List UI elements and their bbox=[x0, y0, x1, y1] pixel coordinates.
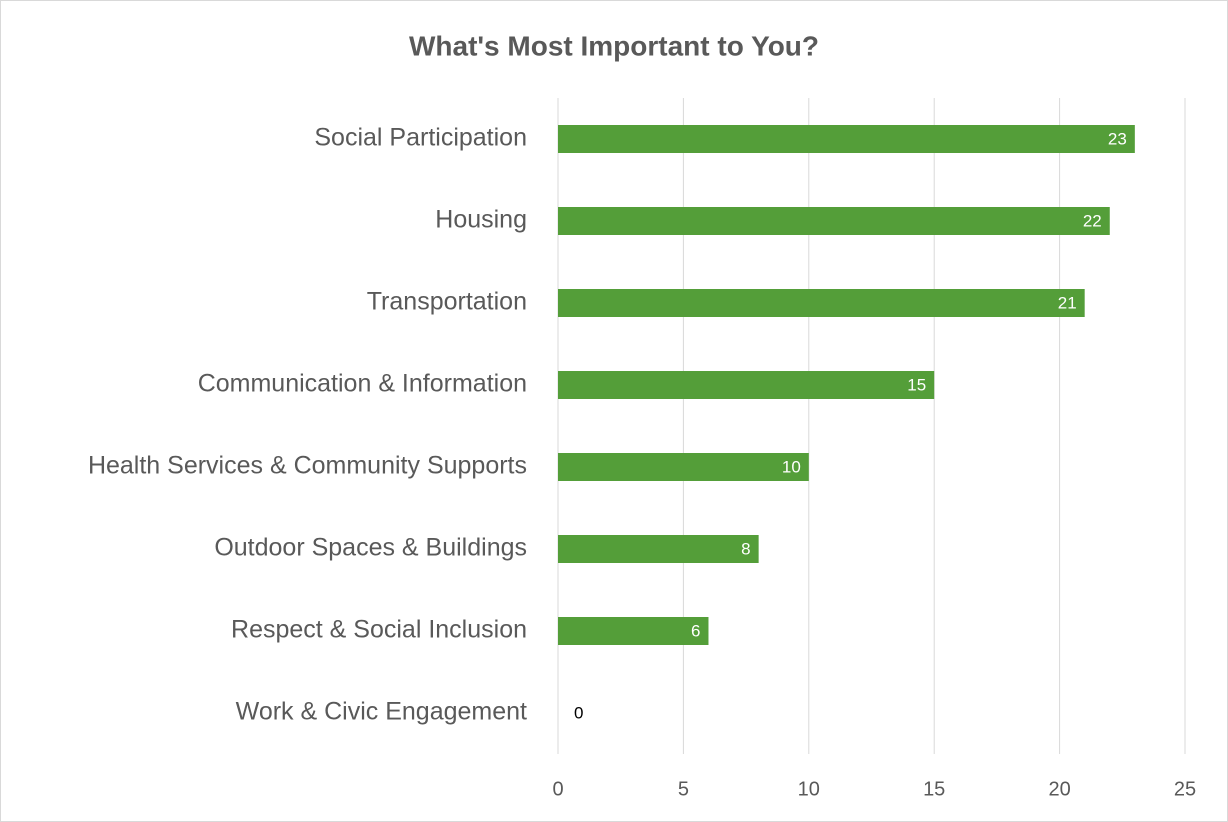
y-tick-label: Outdoor Spaces & Buildings bbox=[214, 534, 527, 562]
bar bbox=[558, 453, 809, 481]
x-tick-label: 0 bbox=[552, 778, 563, 800]
data-label: 6 bbox=[691, 621, 700, 640]
y-tick-label: Social Participation bbox=[314, 124, 527, 152]
data-label: 0 bbox=[574, 703, 583, 722]
data-label: 8 bbox=[741, 539, 750, 558]
bar bbox=[558, 617, 709, 645]
data-label: 22 bbox=[1083, 211, 1102, 230]
x-tick-label: 25 bbox=[1174, 778, 1196, 800]
x-tick-label: 5 bbox=[678, 778, 689, 800]
data-label: 21 bbox=[1058, 293, 1077, 312]
bar bbox=[558, 125, 1135, 153]
y-tick-label: Transportation bbox=[367, 288, 527, 316]
chart-title: What's Most Important to You? bbox=[409, 30, 819, 61]
bar bbox=[558, 535, 759, 563]
data-label: 23 bbox=[1108, 129, 1127, 148]
y-tick-label: Health Services & Community Supports bbox=[88, 452, 527, 480]
y-tick-label: Work & Civic Engagement bbox=[236, 698, 527, 726]
data-label: 15 bbox=[907, 375, 926, 394]
bar bbox=[558, 207, 1110, 235]
y-tick-label: Housing bbox=[435, 206, 527, 234]
y-tick-label: Respect & Social Inclusion bbox=[231, 616, 527, 644]
x-tick-label: 10 bbox=[798, 778, 820, 800]
x-tick-label: 20 bbox=[1048, 778, 1070, 800]
y-tick-label: Communication & Information bbox=[198, 370, 527, 398]
x-tick-label: 15 bbox=[923, 778, 945, 800]
data-label: 10 bbox=[782, 457, 801, 476]
bar bbox=[558, 371, 935, 399]
bar bbox=[558, 289, 1085, 317]
